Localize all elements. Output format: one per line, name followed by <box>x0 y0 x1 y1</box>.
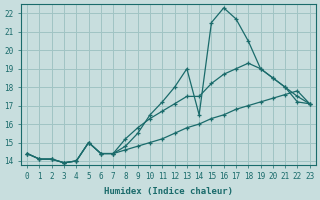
X-axis label: Humidex (Indice chaleur): Humidex (Indice chaleur) <box>104 187 233 196</box>
